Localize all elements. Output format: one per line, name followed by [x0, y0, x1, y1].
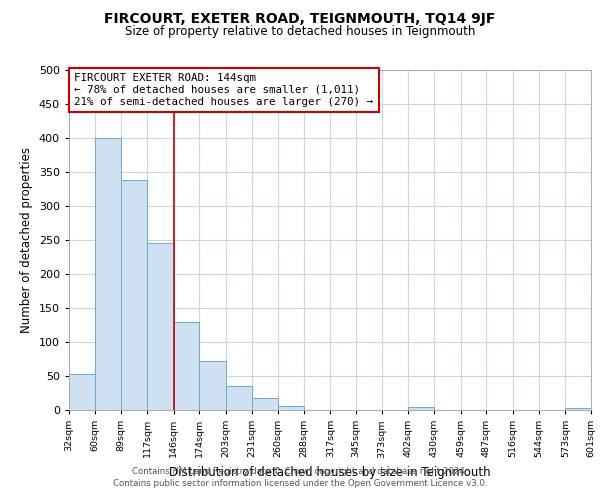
X-axis label: Distribution of detached houses by size in Teignmouth: Distribution of detached houses by size …: [169, 466, 491, 479]
Bar: [173, 322, 199, 410]
Bar: [251, 398, 278, 410]
Text: FIRCOURT EXETER ROAD: 144sqm
← 78% of detached houses are smaller (1,011)
21% of: FIRCOURT EXETER ROAD: 144sqm ← 78% of de…: [74, 74, 373, 106]
Bar: [147, 244, 173, 410]
Text: Size of property relative to detached houses in Teignmouth: Size of property relative to detached ho…: [125, 25, 475, 38]
Bar: [278, 406, 304, 410]
Bar: [69, 374, 95, 410]
Bar: [121, 180, 147, 410]
Bar: [226, 386, 251, 410]
Bar: [409, 406, 434, 410]
Bar: [565, 408, 591, 410]
Text: FIRCOURT, EXETER ROAD, TEIGNMOUTH, TQ14 9JF: FIRCOURT, EXETER ROAD, TEIGNMOUTH, TQ14 …: [104, 12, 496, 26]
Bar: [95, 138, 121, 410]
Text: Contains HM Land Registry data © Crown copyright and database right 2024.: Contains HM Land Registry data © Crown c…: [132, 467, 468, 476]
Y-axis label: Number of detached properties: Number of detached properties: [20, 147, 33, 333]
Text: Contains public sector information licensed under the Open Government Licence v3: Contains public sector information licen…: [113, 478, 487, 488]
Bar: [199, 361, 226, 410]
